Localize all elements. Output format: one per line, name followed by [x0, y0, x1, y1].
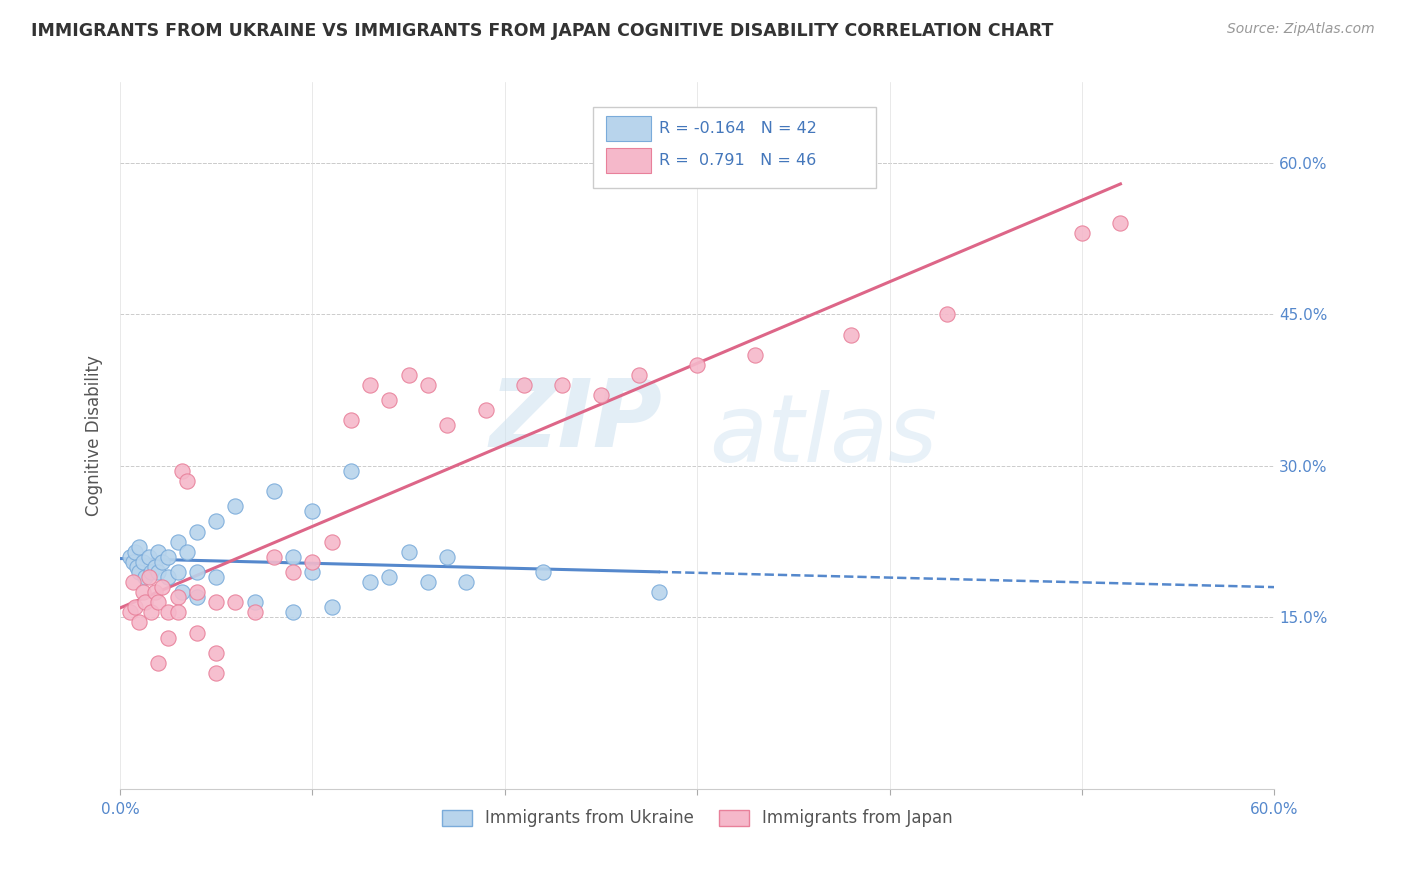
Point: [744, 348, 766, 362]
Point: [513, 378, 536, 392]
Point: [936, 307, 959, 321]
Point: [301, 555, 323, 569]
Point: [359, 378, 381, 392]
Point: [157, 606, 180, 620]
Point: [205, 646, 228, 660]
Point: [128, 615, 150, 630]
Text: IMMIGRANTS FROM UKRAINE VS IMMIGRANTS FROM JAPAN COGNITIVE DISABILITY CORRELATIO: IMMIGRANTS FROM UKRAINE VS IMMIGRANTS FR…: [31, 22, 1053, 40]
Point: [157, 549, 180, 564]
Y-axis label: Cognitive Disability: Cognitive Disability: [86, 355, 103, 516]
Point: [148, 545, 170, 559]
FancyBboxPatch shape: [606, 116, 651, 141]
Point: [340, 464, 363, 478]
Point: [224, 595, 246, 609]
Point: [166, 565, 188, 579]
Point: [118, 606, 141, 620]
Point: [143, 560, 166, 574]
Text: R = -0.164   N = 42: R = -0.164 N = 42: [659, 121, 817, 136]
Point: [138, 549, 160, 564]
Point: [551, 378, 574, 392]
Point: [170, 585, 193, 599]
Point: [243, 595, 266, 609]
Point: [398, 368, 420, 382]
Point: [176, 474, 198, 488]
Point: [139, 606, 162, 620]
Point: [1071, 227, 1094, 241]
Point: [124, 545, 146, 559]
Point: [186, 585, 208, 599]
Point: [157, 570, 180, 584]
Point: [281, 565, 304, 579]
Point: [186, 524, 208, 539]
Point: [281, 549, 304, 564]
Point: [186, 625, 208, 640]
FancyBboxPatch shape: [593, 107, 876, 188]
Point: [132, 555, 155, 569]
Point: [436, 418, 458, 433]
Point: [132, 585, 155, 599]
Point: [128, 565, 150, 579]
Point: [186, 591, 208, 605]
Point: [686, 358, 709, 372]
Point: [1109, 216, 1132, 230]
Point: [166, 591, 188, 605]
Point: [122, 575, 145, 590]
Point: [416, 575, 439, 590]
Point: [628, 368, 651, 382]
Point: [124, 600, 146, 615]
Point: [301, 565, 323, 579]
Point: [127, 560, 149, 574]
Point: [170, 464, 193, 478]
Point: [148, 565, 170, 579]
Point: [243, 606, 266, 620]
Point: [205, 595, 228, 609]
Point: [176, 545, 198, 559]
Point: [359, 575, 381, 590]
FancyBboxPatch shape: [606, 148, 651, 173]
Point: [647, 585, 669, 599]
Text: atlas: atlas: [709, 390, 936, 481]
Point: [281, 606, 304, 620]
Point: [378, 393, 401, 408]
Point: [138, 570, 160, 584]
Point: [134, 595, 156, 609]
Text: ZIP: ZIP: [489, 376, 662, 467]
Point: [474, 403, 496, 417]
Point: [143, 585, 166, 599]
Point: [157, 631, 180, 645]
Point: [301, 504, 323, 518]
Point: [531, 565, 554, 579]
Point: [205, 570, 228, 584]
Point: [148, 595, 170, 609]
Point: [398, 545, 420, 559]
Point: [150, 580, 173, 594]
Text: R =  0.791   N = 46: R = 0.791 N = 46: [659, 153, 817, 168]
Point: [186, 565, 208, 579]
Point: [134, 570, 156, 584]
Point: [321, 600, 343, 615]
Text: Source: ZipAtlas.com: Source: ZipAtlas.com: [1227, 22, 1375, 37]
Point: [148, 656, 170, 670]
Point: [263, 549, 285, 564]
Point: [166, 534, 188, 549]
Point: [589, 388, 612, 402]
Point: [166, 606, 188, 620]
Point: [839, 327, 862, 342]
Point: [416, 378, 439, 392]
Point: [205, 515, 228, 529]
Point: [150, 555, 173, 569]
Point: [436, 549, 458, 564]
Point: [205, 666, 228, 681]
Point: [118, 549, 141, 564]
Point: [122, 555, 145, 569]
Point: [456, 575, 478, 590]
Point: [321, 534, 343, 549]
Point: [139, 565, 162, 579]
Point: [340, 413, 363, 427]
Point: [378, 570, 401, 584]
Legend: Immigrants from Ukraine, Immigrants from Japan: Immigrants from Ukraine, Immigrants from…: [434, 803, 959, 834]
Point: [263, 484, 285, 499]
Point: [128, 540, 150, 554]
Point: [224, 500, 246, 514]
